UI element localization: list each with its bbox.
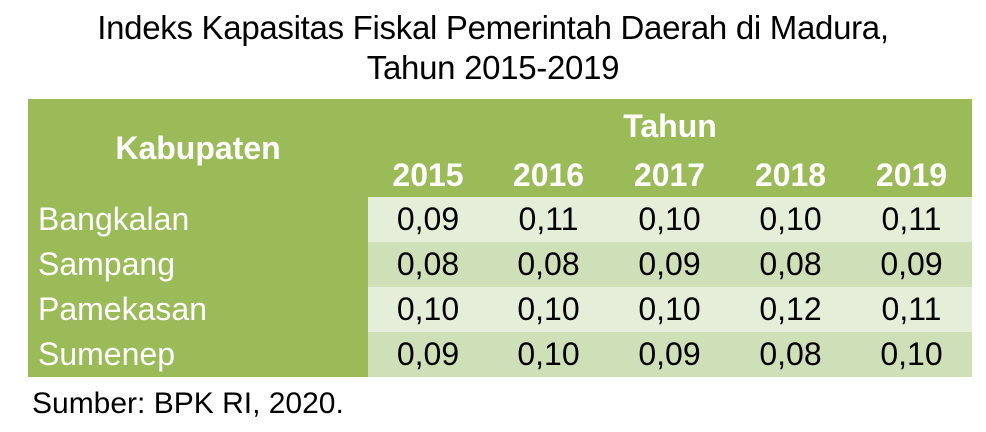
table-cell: 0,09 <box>368 332 488 377</box>
table-cell: 0,09 <box>851 242 973 287</box>
table-row: Pamekasan 0,10 0,10 0,10 0,12 0,11 <box>28 287 973 332</box>
header-kabupaten: Kabupaten <box>28 99 368 197</box>
row-label: Sumenep <box>28 332 368 377</box>
table-cell: 0,10 <box>488 287 609 332</box>
table-cell: 0,10 <box>609 197 730 242</box>
source-note: Sumber: BPK RI, 2020. <box>32 387 344 420</box>
table-cell: 0,09 <box>368 197 488 242</box>
table-cell: 0,10 <box>851 332 973 377</box>
chart-title-line-2: Tahun 2015-2019 <box>366 49 620 86</box>
table-cell: 0,12 <box>730 287 851 332</box>
row-label: Sampang <box>28 242 368 287</box>
table-cell: 0,10 <box>488 332 609 377</box>
table-cell: 0,08 <box>368 242 488 287</box>
table-cell: 0,10 <box>730 197 851 242</box>
header-year: 2016 <box>488 152 609 197</box>
table-row: Bangkalan 0,09 0,11 0,10 0,10 0,11 <box>28 197 973 242</box>
table-cell: 0,08 <box>488 242 609 287</box>
header-tahun: Tahun <box>368 99 973 153</box>
table-cell: 0,11 <box>851 197 973 242</box>
row-label: Bangkalan <box>28 197 368 242</box>
table-cell: 0,08 <box>730 332 851 377</box>
chart-title-line-1: Indeks Kapasitas Fiskal Pemerintah Daera… <box>97 9 889 46</box>
header-year: 2018 <box>730 152 851 197</box>
row-label: Pamekasan <box>28 287 368 332</box>
table-cell: 0,10 <box>609 287 730 332</box>
table-cell: 0,08 <box>730 242 851 287</box>
table-cell: 0,11 <box>851 287 973 332</box>
table-cell: 0,11 <box>488 197 609 242</box>
table-row: Sumenep 0,09 0,10 0,09 0,08 0,10 <box>28 332 973 377</box>
table-cell: 0,10 <box>368 287 488 332</box>
table-cell: 0,09 <box>609 242 730 287</box>
table-row: Sampang 0,08 0,08 0,09 0,08 0,09 <box>28 242 973 287</box>
header-year: 2017 <box>609 152 730 197</box>
fiscal-capacity-table: Kabupaten Tahun 2015 2016 2017 2018 2019… <box>28 99 973 377</box>
header-year: 2019 <box>851 152 973 197</box>
chart-title: Indeks Kapasitas Fiskal Pemerintah Daera… <box>0 8 986 88</box>
header-year: 2015 <box>368 152 488 197</box>
table-cell: 0,09 <box>609 332 730 377</box>
